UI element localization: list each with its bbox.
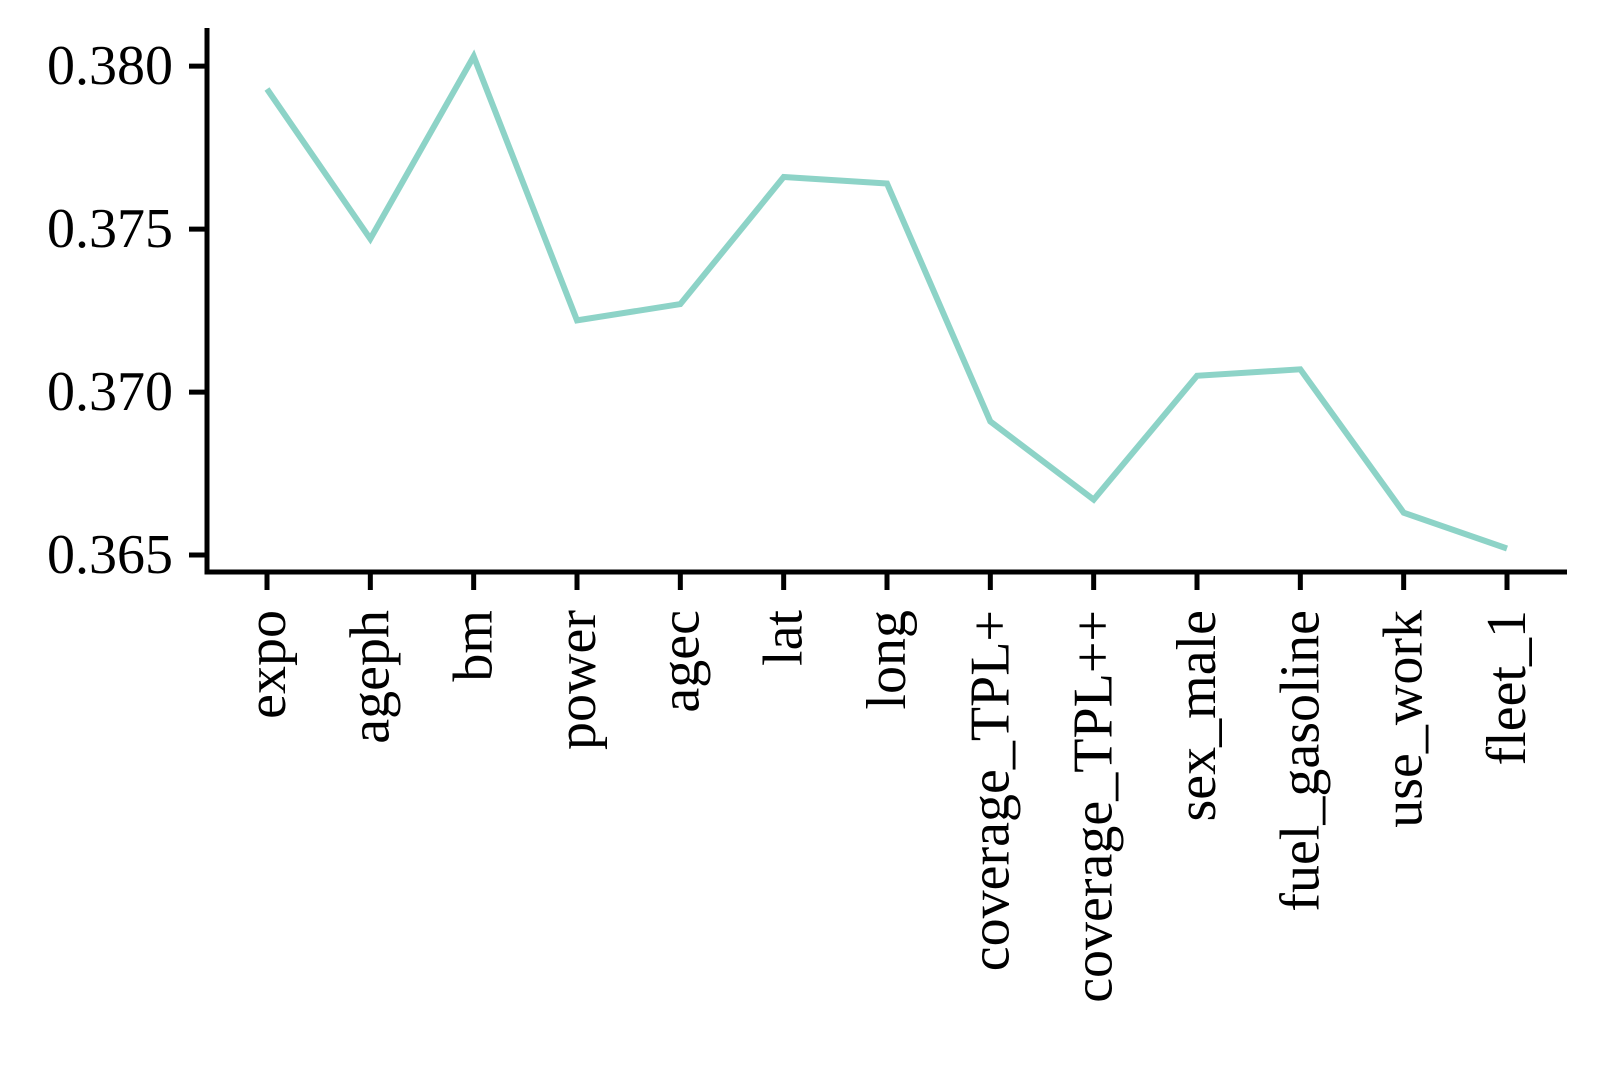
series-line <box>264 49 1508 552</box>
y-tick-label: 0.380 <box>47 35 173 97</box>
x-tick-label: fuel_gasoline <box>1269 610 1331 912</box>
x-tick-label: coverage_TPL++ <box>1063 610 1125 1003</box>
y-tick-label: 0.370 <box>47 361 173 423</box>
x-tick-label: coverage_TPL+ <box>959 610 1021 971</box>
x-tick-label: expo <box>236 610 298 719</box>
y-axis-ticks <box>189 63 207 558</box>
x-axis-ticks <box>264 572 1510 590</box>
x-tick-label: fleet_1 <box>1476 610 1538 765</box>
x-axis: expo ageph bm power agec lat long coverage_TPL+… <box>204 569 1567 1003</box>
x-tick-label: power <box>546 610 608 750</box>
x-tick-label: use_work <box>1373 610 1435 828</box>
data-line-series <box>264 49 1508 552</box>
x-tick-label: bm <box>443 610 505 682</box>
x-tick-label: lat <box>753 610 815 666</box>
x-tick-label: ageph <box>339 610 401 744</box>
y-tick-label: 0.365 <box>47 524 173 586</box>
y-axis: 0.365 0.370 0.375 0.380 <box>47 28 210 586</box>
y-tick-label: 0.375 <box>47 198 173 260</box>
x-axis-tick-labels: expo ageph bm power agec lat long coverage_TPL+… <box>236 610 1538 1003</box>
x-tick-label: agec <box>649 610 711 713</box>
x-tick-label: sex_male <box>1166 610 1228 821</box>
y-axis-tick-labels: 0.365 0.370 0.375 0.380 <box>47 35 173 586</box>
x-tick-label: long <box>856 610 918 710</box>
